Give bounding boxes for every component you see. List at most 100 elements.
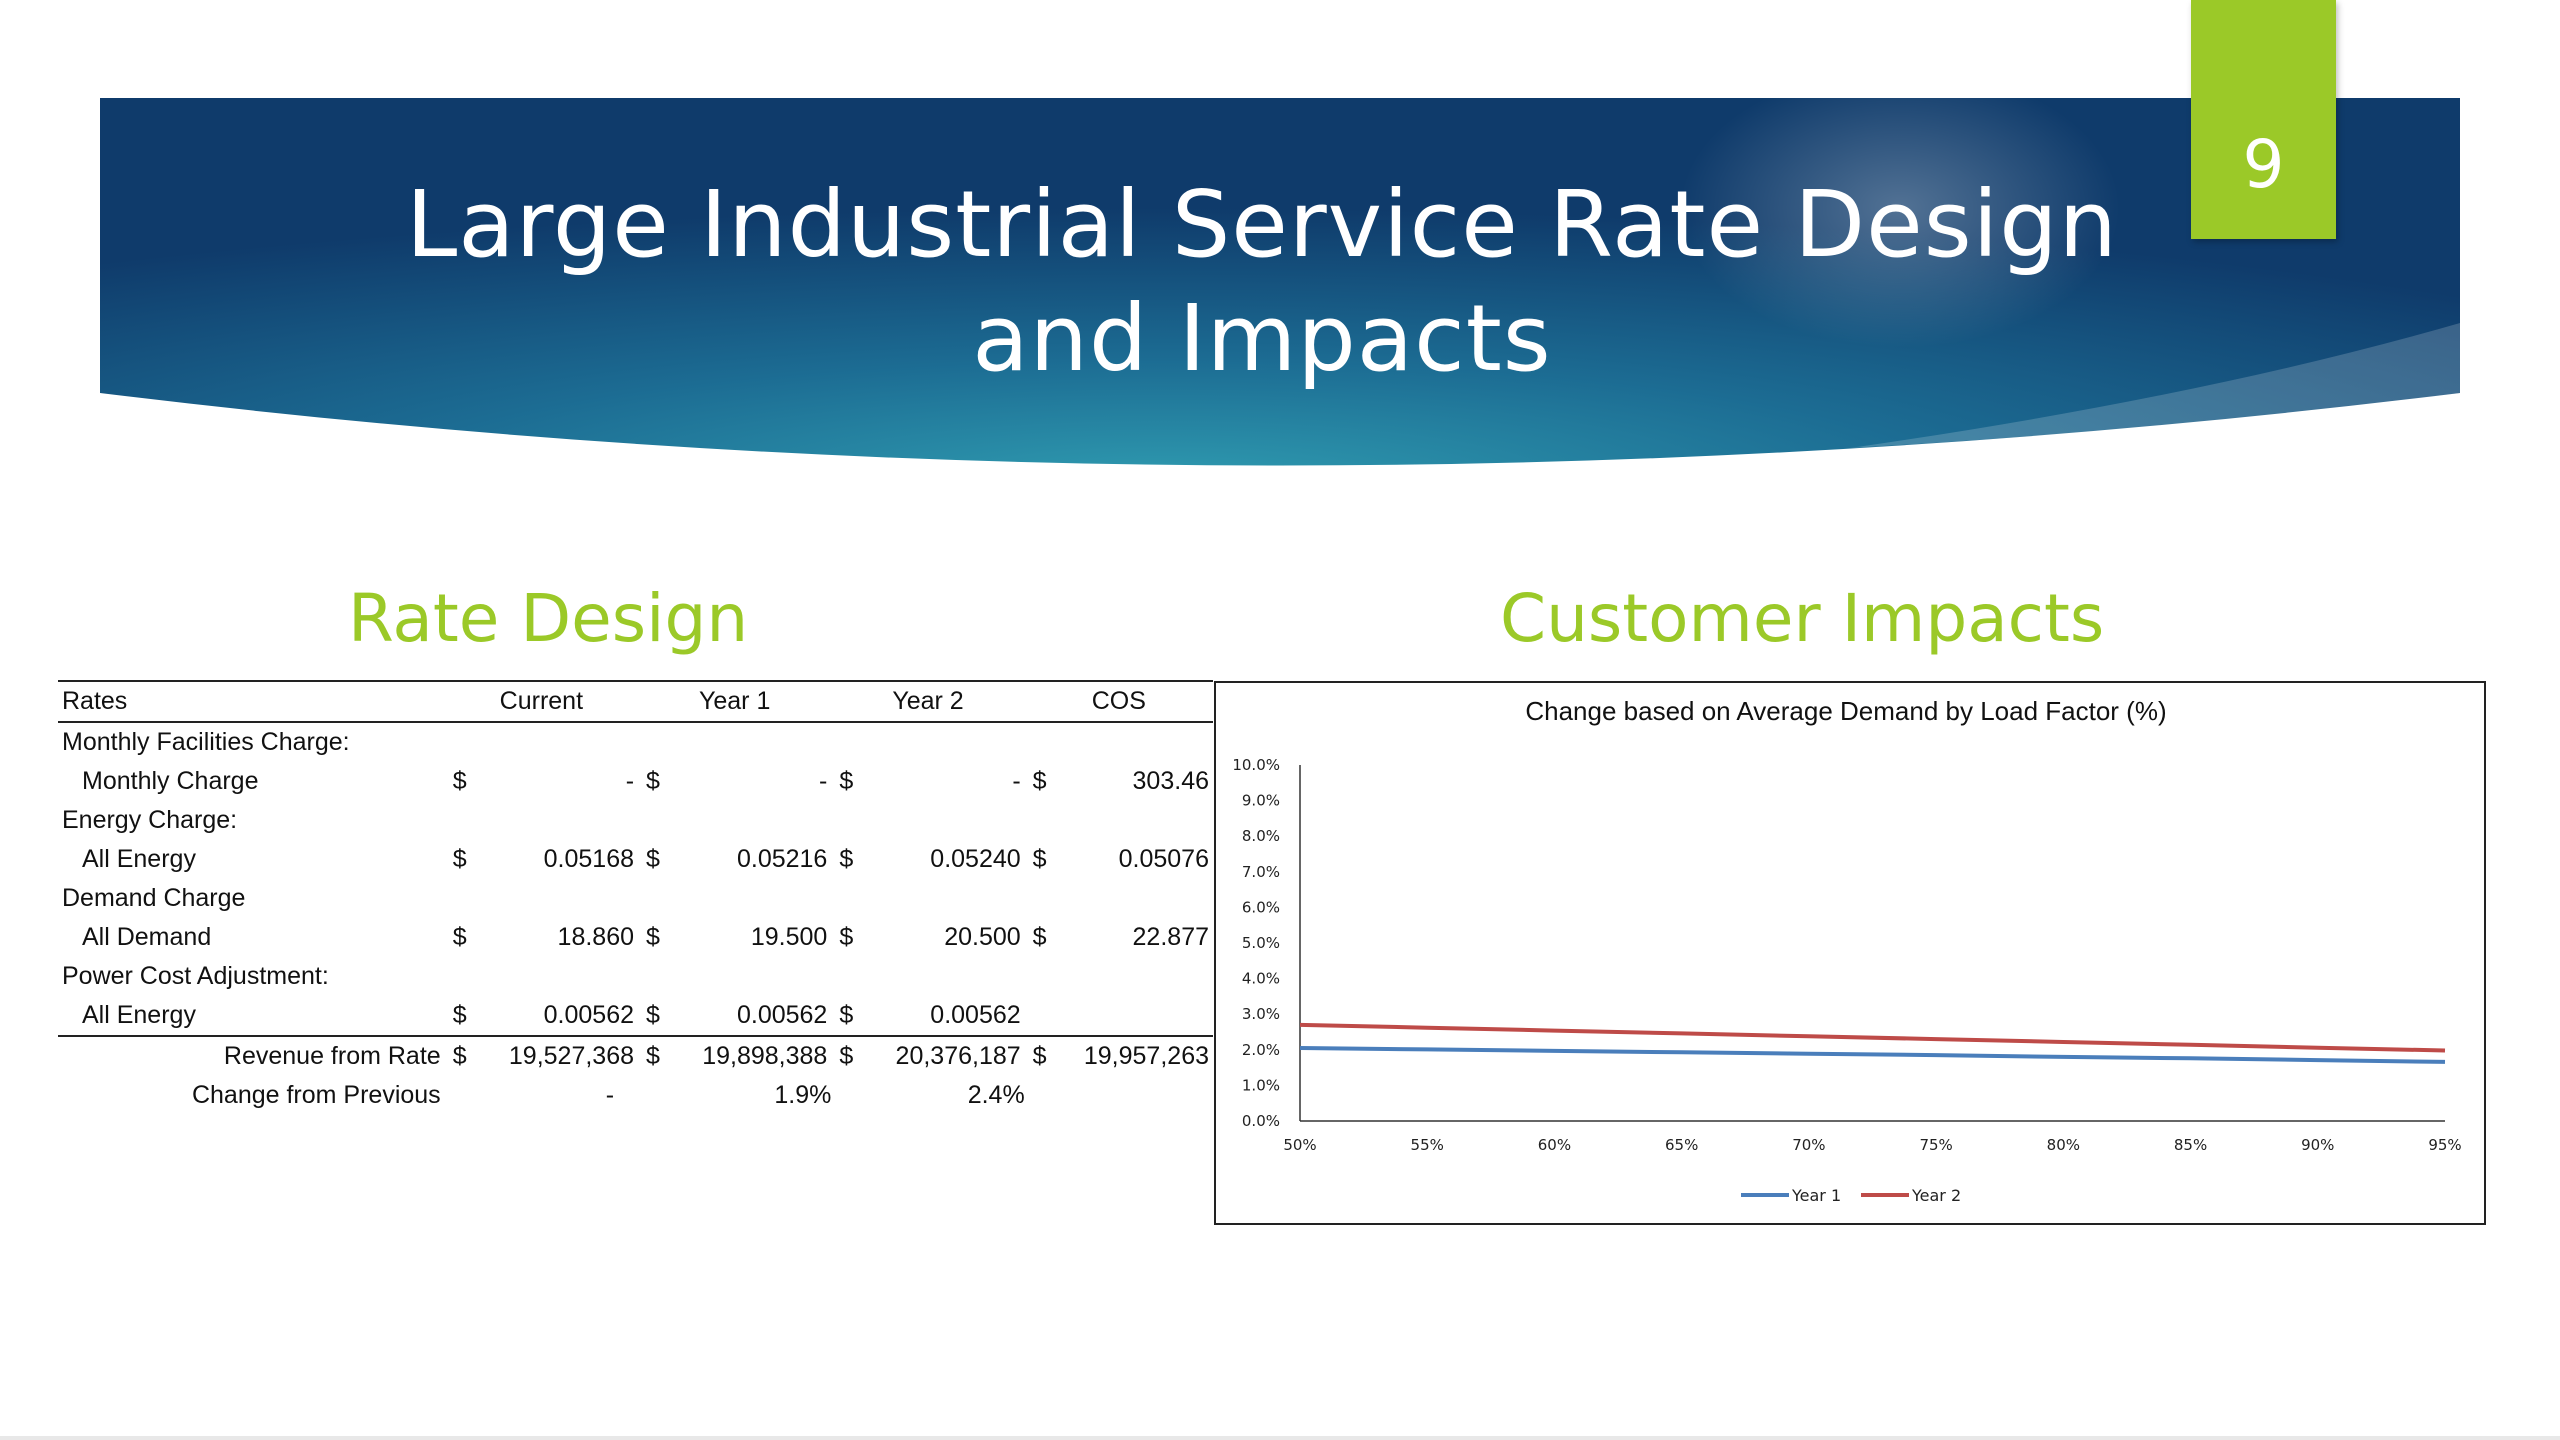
y-tick-label: 3.0% <box>1242 1005 1280 1023</box>
table-row: All Energy $ 0.00562 $ 0.00562 $ 0.00562 <box>58 996 1213 1036</box>
row-section-label: Demand Charge <box>62 884 246 912</box>
y-tick-label: 9.0% <box>1242 792 1280 810</box>
x-tick-label: 85% <box>2174 1136 2207 1154</box>
customer-impacts-chart: Change based on Average Demand by Load F… <box>1214 681 2486 1225</box>
revenue-cos: 19,957,263 <box>1083 1042 1209 1070</box>
currency-symbol: $ <box>646 1042 660 1070</box>
currency-symbol: $ <box>646 845 660 873</box>
currency-symbol: $ <box>646 767 660 795</box>
x-tick-label: 55% <box>1411 1136 1444 1154</box>
currency-symbol: $ <box>1032 845 1047 873</box>
currency-symbol: $ <box>1032 923 1047 951</box>
currency-symbol: $ <box>452 923 467 951</box>
title-line-1: Large Industrial Service Rate Design <box>406 171 2118 278</box>
y-tick-label: 10.0% <box>1232 756 1280 774</box>
series-line-year-2 <box>1299 1022 2446 1053</box>
x-tick-label: 70% <box>1792 1136 1825 1154</box>
cell-current: 0.00562 <box>543 1001 635 1029</box>
currency-symbol: $ <box>452 767 467 795</box>
change-label: Change from Previous <box>191 1081 441 1109</box>
x-axis: 50% 55% 60% 65% 70% 75% 80% 85% 90% 95% <box>1283 1120 2462 1154</box>
currency-symbol: $ <box>646 1001 660 1029</box>
column-header-year2: Year 2 <box>892 687 964 715</box>
row-label: All Energy <box>82 1001 196 1029</box>
column-header-current: Current <box>499 687 584 715</box>
change-current: - <box>605 1081 615 1109</box>
table-row: All Energy $ 0.05168 $ 0.05216 $ 0.05240… <box>58 840 1213 879</box>
cell-year1: 0.05216 <box>736 845 828 873</box>
y-axis: 0.0% 1.0% 2.0% 3.0% 4.0% 5.0% 6.0% 7.0% 8.0% 9.0%… <box>1232 756 1301 1130</box>
cell-year2: 20.500 <box>944 923 1021 951</box>
bottom-divider <box>0 1436 2560 1440</box>
customer-impacts-heading: Customer Impacts <box>1500 580 2105 657</box>
currency-symbol: $ <box>839 767 854 795</box>
table-row: Monthly Facilities Charge: <box>58 722 1213 762</box>
cell-cos: 22.877 <box>1132 923 1209 951</box>
y-tick-label: 0.0% <box>1242 1112 1280 1130</box>
row-section-label: Energy Charge: <box>62 806 238 834</box>
table-row: Energy Charge: <box>58 801 1213 840</box>
cell-year1: 0.00562 <box>736 1001 828 1029</box>
slide-title: Large Industrial Service Rate Design and… <box>250 168 2274 396</box>
currency-symbol: $ <box>839 1001 854 1029</box>
cell-current: 0.05168 <box>543 845 635 873</box>
y-tick-label: 4.0% <box>1242 970 1280 988</box>
y-tick-label: 7.0% <box>1242 863 1280 881</box>
cell-year2: 0.00562 <box>930 1001 1021 1029</box>
currency-symbol: $ <box>1032 1042 1047 1070</box>
banner-shape <box>100 98 2460 466</box>
currency-symbol: $ <box>452 1042 467 1070</box>
table-header-row: Rates Current Year 1 Year 2 COS <box>58 681 1213 722</box>
y-tick-label: 1.0% <box>1242 1076 1280 1094</box>
cell-year1: - <box>819 767 828 795</box>
change-row: Change from Previous - 1.9% 2.4% <box>58 1076 1213 1115</box>
currency-symbol: $ <box>839 1042 854 1070</box>
x-tick-label: 60% <box>1538 1136 1571 1154</box>
legend-label: Year 2 <box>1911 1186 1961 1205</box>
x-tick-label: 75% <box>1919 1136 1952 1154</box>
table-row: Power Cost Adjustment: <box>58 957 1213 996</box>
currency-symbol: $ <box>452 1001 467 1029</box>
column-header-year1: Year 1 <box>698 687 771 715</box>
title-line-2: and Impacts <box>972 285 1552 392</box>
table-row: Demand Charge <box>58 879 1213 918</box>
revenue-year1: 19,898,388 <box>702 1042 828 1070</box>
revenue-row: Revenue from Rate $ 19,527,368 $ 19,898,… <box>58 1036 1213 1076</box>
cell-current: - <box>625 767 635 795</box>
rate-design-heading: Rate Design <box>348 580 749 657</box>
cell-year2: 0.05240 <box>930 845 1021 873</box>
y-tick-label: 5.0% <box>1242 934 1280 952</box>
legend-label: Year 1 <box>1791 1186 1841 1205</box>
y-tick-label: 2.0% <box>1242 1041 1280 1059</box>
currency-symbol: $ <box>839 845 854 873</box>
series-line-year-1 <box>1299 1046 2446 1064</box>
table-row: All Demand $ 18.860 $ 19.500 $ 20.500 $ … <box>58 918 1213 957</box>
x-tick-label: 80% <box>2047 1136 2080 1154</box>
change-year2: 2.4% <box>967 1081 1025 1109</box>
cell-year2: - <box>1012 767 1021 795</box>
x-tick-label: 95% <box>2428 1136 2461 1154</box>
row-label: Monthly Charge <box>82 767 259 795</box>
series-layer <box>1299 1022 2446 1064</box>
table-row: Monthly Charge $ - $ - $ - $ 303.46 <box>58 762 1213 801</box>
slide-number-tab: 9 <box>2191 0 2336 239</box>
cell-cos: 0.05076 <box>1118 845 1209 873</box>
currency-symbol: $ <box>452 845 467 873</box>
title-banner: Large Industrial Service Rate Design and… <box>100 98 2460 478</box>
column-header-rates: Rates <box>62 687 128 715</box>
currency-symbol: $ <box>646 923 660 951</box>
chart-legend: Year 1 Year 2 <box>1741 1186 1961 1205</box>
row-label: All Energy <box>82 845 196 873</box>
y-tick-label: 8.0% <box>1242 827 1280 845</box>
slide-number: 9 <box>2242 126 2285 203</box>
column-header-cos: COS <box>1091 687 1146 715</box>
currency-symbol: $ <box>839 923 854 951</box>
cell-year1: 19.500 <box>750 923 828 951</box>
revenue-label: Revenue from Rate <box>223 1042 441 1070</box>
chart-title: Change based on Average Demand by Load F… <box>1525 696 2166 726</box>
change-year1: 1.9% <box>774 1081 832 1109</box>
row-section-label: Monthly Facilities Charge: <box>62 728 350 756</box>
revenue-year2: 20,376,187 <box>895 1042 1021 1070</box>
currency-symbol: $ <box>1032 767 1047 795</box>
